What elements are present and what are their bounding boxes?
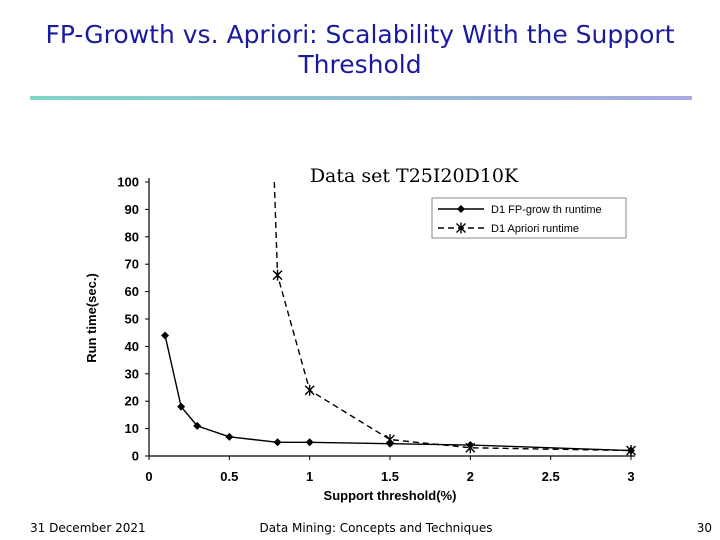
- data-point: [385, 434, 395, 446]
- y-tick-label: 80: [125, 229, 139, 244]
- series-line: [164, 335, 632, 452]
- x-tick-label: 0: [145, 469, 152, 484]
- y-axis-label: Run time(sec.): [84, 273, 99, 363]
- data-point: [193, 421, 202, 430]
- data-point: [465, 442, 476, 454]
- data-point: [161, 331, 170, 340]
- series-1: [161, 331, 635, 455]
- legend-label: D1 Apriori runtime: [491, 223, 579, 235]
- x-tick-label: 1: [306, 469, 313, 484]
- legend-label: D1 FP-grow th runtime: [491, 204, 602, 216]
- data-point: [626, 445, 636, 457]
- chart-axes: 0 10 20 30 40 50 60 70 80 90 100 0 0.5 1 1.5 2 2.5 3: [117, 175, 635, 484]
- data-point: [225, 432, 234, 441]
- legend-marker: [457, 205, 465, 213]
- x-tick-label: 3: [627, 469, 634, 484]
- y-tick-label: 100: [117, 175, 139, 190]
- footer-date: 31 December 2021: [30, 521, 146, 535]
- y-tick-label: 90: [125, 202, 139, 217]
- legend-marker: [456, 222, 466, 234]
- x-tick-label: 1.5: [381, 469, 399, 484]
- y-tick-label: 10: [125, 421, 139, 436]
- data-point: [305, 438, 314, 447]
- x-tick-label: 0.5: [220, 469, 238, 484]
- y-tick-label: 30: [125, 366, 139, 381]
- y-tick-label: 0: [132, 449, 139, 464]
- chart-title: Data set T25I20D10K: [310, 165, 519, 187]
- x-tick-label: 2: [467, 469, 474, 484]
- chart-legend: D1 FP-grow th runtime D1 Apriori runtime: [431, 197, 627, 239]
- slide-title: FP-Growth vs. Apriori: Scalability With …: [45, 20, 675, 79]
- y-tick-label: 20: [125, 394, 139, 409]
- footer-page-number: 30: [696, 521, 712, 535]
- runtime-chart: Data set T25I20D10K 01020304050607080901…: [84, 165, 636, 503]
- y-tick-label: 40: [125, 339, 139, 354]
- footer-course-name: Data Mining: Concepts and Techniques: [259, 521, 493, 535]
- y-tick-label: 60: [125, 284, 139, 299]
- data-point: [304, 384, 315, 396]
- y-tick-label: 50: [125, 312, 139, 327]
- x-tick-label: 2.5: [542, 469, 560, 484]
- data-point: [177, 402, 186, 411]
- x-axis-label: Support threshold(%): [324, 488, 457, 503]
- series-line: [273, 181, 632, 452]
- title-divider: [30, 96, 692, 100]
- y-tick-label: 70: [125, 257, 139, 272]
- data-point: [272, 269, 283, 281]
- series-2: [272, 181, 636, 457]
- series-layer: [161, 181, 636, 457]
- data-point: [273, 438, 282, 447]
